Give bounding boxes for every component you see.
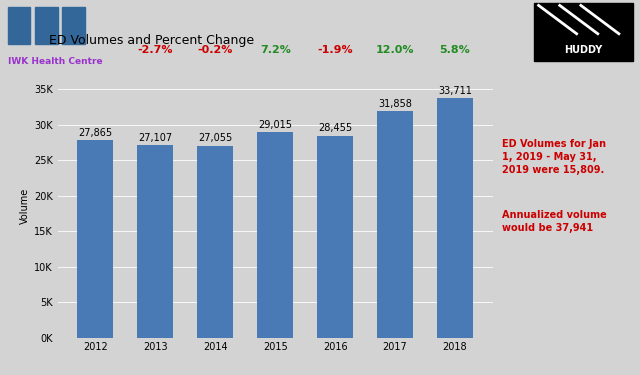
Bar (35, 7, 58, 44)
Text: IWK Health Centre: IWK Health Centre (8, 57, 102, 66)
Bar (257, 132, 293, 338)
Bar (8, 7, 31, 44)
Text: 27,055: 27,055 (198, 134, 232, 143)
Bar (437, 98, 473, 338)
Text: 27,865: 27,865 (78, 128, 113, 138)
Text: -2.7%: -2.7% (138, 45, 173, 56)
Text: 31,858: 31,858 (378, 99, 412, 109)
Text: Annualized volume
would be 37,941: Annualized volume would be 37,941 (502, 210, 607, 233)
Text: ED Volumes and Percent Change: ED Volumes and Percent Change (49, 34, 254, 48)
Text: 7.2%: 7.2% (260, 45, 291, 56)
Bar (317, 136, 353, 338)
Text: ED Volumes for Jan
1, 2019 - May 31,
2019 were 15,809.: ED Volumes for Jan 1, 2019 - May 31, 201… (502, 139, 607, 175)
Bar (138, 145, 173, 338)
Bar (77, 140, 113, 338)
Text: 29,015: 29,015 (258, 120, 292, 129)
Text: -1.9%: -1.9% (317, 45, 353, 56)
Bar (63, 7, 85, 44)
Text: 33,711: 33,711 (438, 86, 472, 96)
Text: HUDDY: HUDDY (564, 45, 603, 56)
Text: 27,107: 27,107 (138, 133, 172, 143)
Bar (197, 146, 233, 338)
Text: 5.8%: 5.8% (440, 45, 470, 56)
Text: 28,455: 28,455 (318, 123, 352, 134)
Text: 12.0%: 12.0% (376, 45, 414, 56)
Y-axis label: Volume: Volume (20, 188, 29, 224)
Text: -0.2%: -0.2% (198, 45, 233, 56)
Bar (377, 111, 413, 338)
